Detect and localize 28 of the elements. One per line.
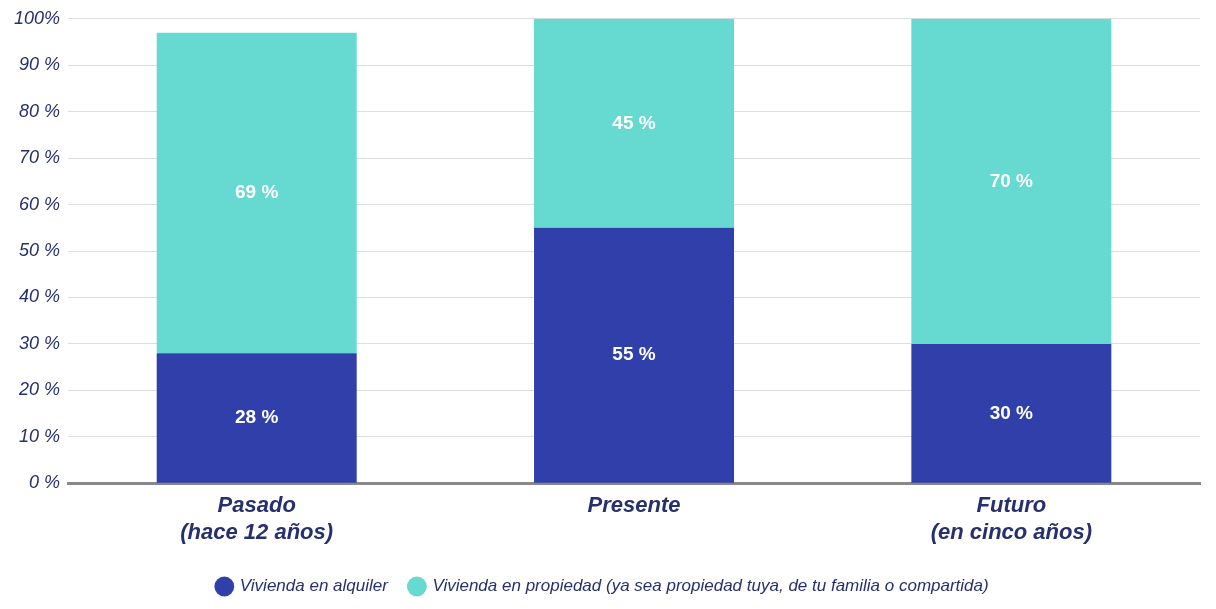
y-tick-label: 90 %	[19, 54, 61, 75]
y-tick-label: 40 %	[19, 286, 61, 307]
x-tick-label: Presente	[587, 492, 681, 518]
y-tick-label: 10 %	[19, 425, 61, 446]
y-tick-label: 60 %	[19, 193, 61, 214]
bar	[156, 353, 357, 483]
y-tick-label: 50 %	[19, 240, 61, 260]
data-label: 69 %	[235, 181, 279, 203]
data-label: 55 %	[612, 343, 656, 365]
data-label: 45 %	[612, 111, 656, 133]
x-tick-label: Pasado (hace 12 años)	[180, 492, 334, 544]
data-label: 30 %	[989, 401, 1034, 423]
legend-label: Vivienda en propiedad (ya sea propiedad tuya, de tu familia o compartida)	[432, 576, 989, 596]
bar	[156, 32, 357, 354]
bar	[911, 18, 1112, 344]
y-tick-label: 20 %	[18, 379, 61, 400]
y-tick-label: 30 %	[19, 332, 61, 353]
bar	[534, 227, 735, 483]
x-tick-label: Futuro (en cinco años)	[930, 492, 1093, 544]
data-label: 70 %	[989, 169, 1034, 191]
y-tick-label: 0 %	[29, 472, 61, 493]
legend-label: Vivienda en alquiler	[239, 576, 390, 596]
data-label: 28 %	[235, 406, 279, 428]
y-tick-label: 80 %	[19, 100, 61, 121]
y-tick-label: 70 %	[19, 147, 61, 168]
bar	[534, 18, 735, 228]
y-tick-label: 100%	[13, 7, 61, 28]
bar	[911, 343, 1112, 483]
